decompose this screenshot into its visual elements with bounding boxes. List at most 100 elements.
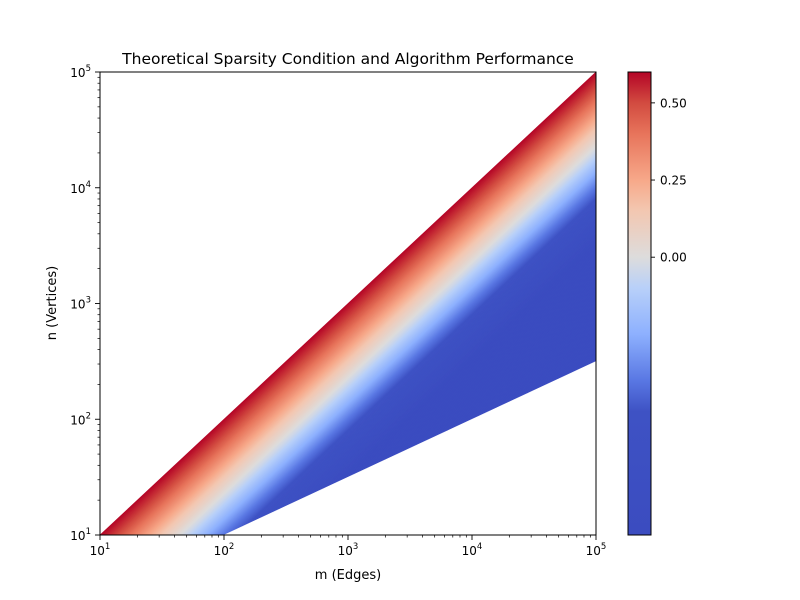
heatmap-band	[271, 231, 596, 535]
heatmap-band	[206, 171, 596, 535]
heatmap-band	[232, 195, 596, 535]
heatmap-band	[259, 221, 596, 535]
heatmap-band	[130, 100, 596, 535]
heatmap-band	[236, 199, 596, 535]
heatmap-band	[214, 178, 596, 535]
heatmap-band	[106, 77, 596, 535]
heatmap-band	[205, 170, 596, 535]
heatmap-band	[222, 186, 596, 535]
chart-title: Theoretical Sparsity Condition and Algor…	[121, 50, 574, 68]
heatmap-band	[266, 227, 596, 535]
heatmap-band	[208, 172, 596, 535]
colorbar-tick-label: 0.50	[660, 96, 687, 110]
heatmap-band	[122, 93, 596, 535]
heatmap-band	[112, 83, 596, 535]
heatmap-band	[108, 80, 596, 535]
heatmap-band	[204, 169, 596, 535]
heatmap-band	[213, 177, 596, 535]
heatmap-band	[161, 129, 596, 535]
heatmap-band	[230, 193, 596, 535]
heatmap-band	[210, 175, 596, 535]
heatmap-band	[344, 300, 596, 535]
heatmap-band	[308, 266, 596, 535]
heatmap-band	[249, 211, 596, 535]
heatmap-band	[217, 181, 596, 535]
heatmap-band	[135, 105, 596, 535]
heatmap-band	[219, 183, 596, 535]
heatmap-band	[257, 218, 596, 535]
heatmap-band	[294, 253, 596, 535]
heatmap-band	[244, 206, 596, 535]
heatmap-band	[366, 321, 596, 535]
colorbar-ticks: 0.50 0.25 0.00	[651, 96, 687, 265]
heatmap-band	[246, 209, 596, 535]
heatmap-band	[292, 251, 596, 535]
x-axis-ticks: 101 102 103 104 105	[90, 535, 606, 558]
x-tick-label: 103	[338, 542, 359, 558]
heatmap-band	[220, 184, 596, 535]
heatmap-band	[100, 72, 596, 535]
heatmap-band	[138, 107, 596, 535]
heatmap-band	[301, 259, 596, 535]
heatmap-band	[100, 72, 596, 535]
heatmap-band	[255, 217, 596, 535]
heatmap-band	[286, 246, 596, 535]
heatmap-band	[254, 216, 596, 535]
heatmap-band	[276, 236, 596, 535]
heatmap-band	[355, 310, 596, 535]
heatmap-band	[251, 213, 596, 535]
heatmap-band	[268, 229, 596, 535]
heatmap-band	[202, 168, 596, 535]
heatmap-band	[156, 124, 596, 535]
heatmap-band	[177, 143, 596, 535]
heatmap-band	[162, 130, 596, 535]
heatmap-band	[179, 146, 596, 535]
heatmap-band	[240, 203, 596, 535]
heatmap-band	[337, 293, 596, 535]
heatmap-band	[253, 215, 596, 535]
heatmap-band	[121, 92, 596, 535]
heatmap-band	[270, 230, 596, 535]
heatmap-band	[290, 250, 596, 535]
heatmap-band	[223, 187, 596, 535]
heatmap-band	[273, 234, 596, 535]
colorbar-frame	[627, 71, 652, 536]
heatmap-band	[235, 198, 596, 535]
heatmap-band	[196, 162, 596, 535]
heatmap-band	[139, 108, 596, 535]
heatmap-band	[146, 114, 596, 535]
heatmap-band	[134, 104, 596, 535]
heatmap-band	[277, 237, 596, 535]
colorbar-tick-label: 0.00	[660, 251, 687, 265]
heatmap-band	[116, 87, 596, 535]
heatmap-band	[293, 252, 596, 535]
heatmap-band	[295, 254, 596, 535]
heatmap-band	[272, 233, 596, 535]
heatmap-band	[289, 248, 596, 535]
heatmap-band	[325, 282, 596, 535]
heatmap-band	[211, 176, 596, 535]
y-tick-label: 104	[70, 180, 91, 196]
heatmap-band	[342, 298, 596, 535]
heatmap-band	[258, 219, 596, 535]
heatmap-band	[153, 122, 596, 535]
heatmap-band	[261, 222, 596, 535]
heatmap-band	[149, 118, 596, 535]
heatmap-band	[174, 141, 596, 535]
heatmap-band	[239, 201, 596, 535]
x-axis-label: m (Edges)	[315, 568, 381, 583]
heatmap-band	[288, 247, 596, 535]
heatmap-band	[333, 289, 596, 535]
heatmap-band	[113, 84, 596, 535]
heatmap-band	[178, 145, 596, 535]
heatmap-band	[115, 86, 596, 535]
heatmap-band	[285, 245, 596, 535]
y-tick-label: 102	[70, 411, 91, 427]
heatmap-band	[102, 73, 596, 535]
colorbar-tick-label: 0.25	[660, 174, 687, 188]
heatmap-band	[147, 116, 596, 535]
heatmap-band	[320, 277, 596, 535]
heatmap-band	[164, 131, 596, 535]
heatmap-band	[188, 154, 596, 535]
